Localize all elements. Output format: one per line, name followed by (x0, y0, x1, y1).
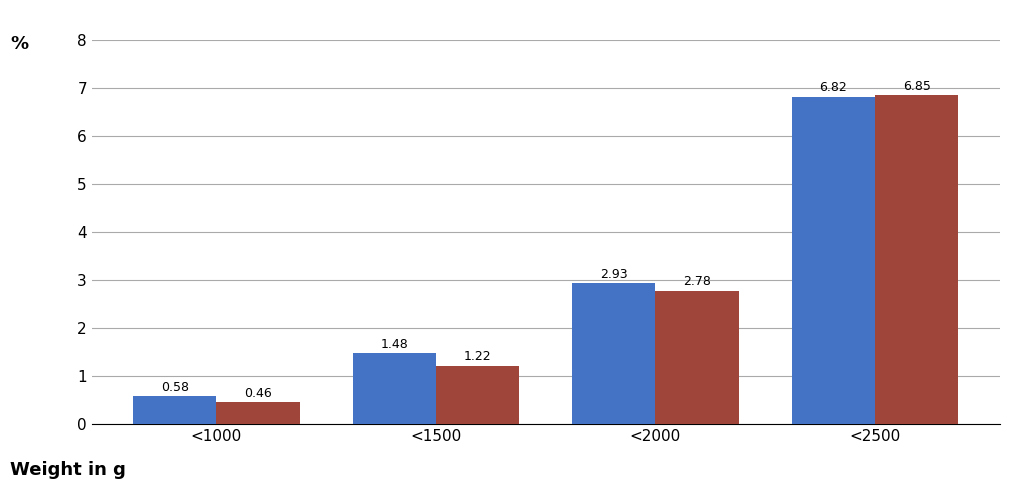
Text: 2.93: 2.93 (599, 268, 627, 281)
Bar (655, 290, 738, 424)
Text: 0.46: 0.46 (245, 387, 272, 400)
Text: 0.58: 0.58 (161, 381, 189, 394)
Text: 1.48: 1.48 (380, 338, 408, 351)
Bar (216, 402, 300, 424)
Text: %: % (10, 35, 29, 53)
Bar (353, 353, 435, 424)
Text: 2.78: 2.78 (683, 275, 710, 288)
Bar (572, 283, 655, 424)
Bar (435, 366, 519, 424)
Text: 6.85: 6.85 (902, 80, 929, 93)
Bar (874, 95, 958, 424)
Bar (791, 97, 874, 424)
Bar (132, 396, 216, 424)
Text: 6.82: 6.82 (818, 81, 846, 94)
Text: 1.22: 1.22 (464, 350, 491, 363)
Text: Weight in g: Weight in g (10, 461, 126, 479)
